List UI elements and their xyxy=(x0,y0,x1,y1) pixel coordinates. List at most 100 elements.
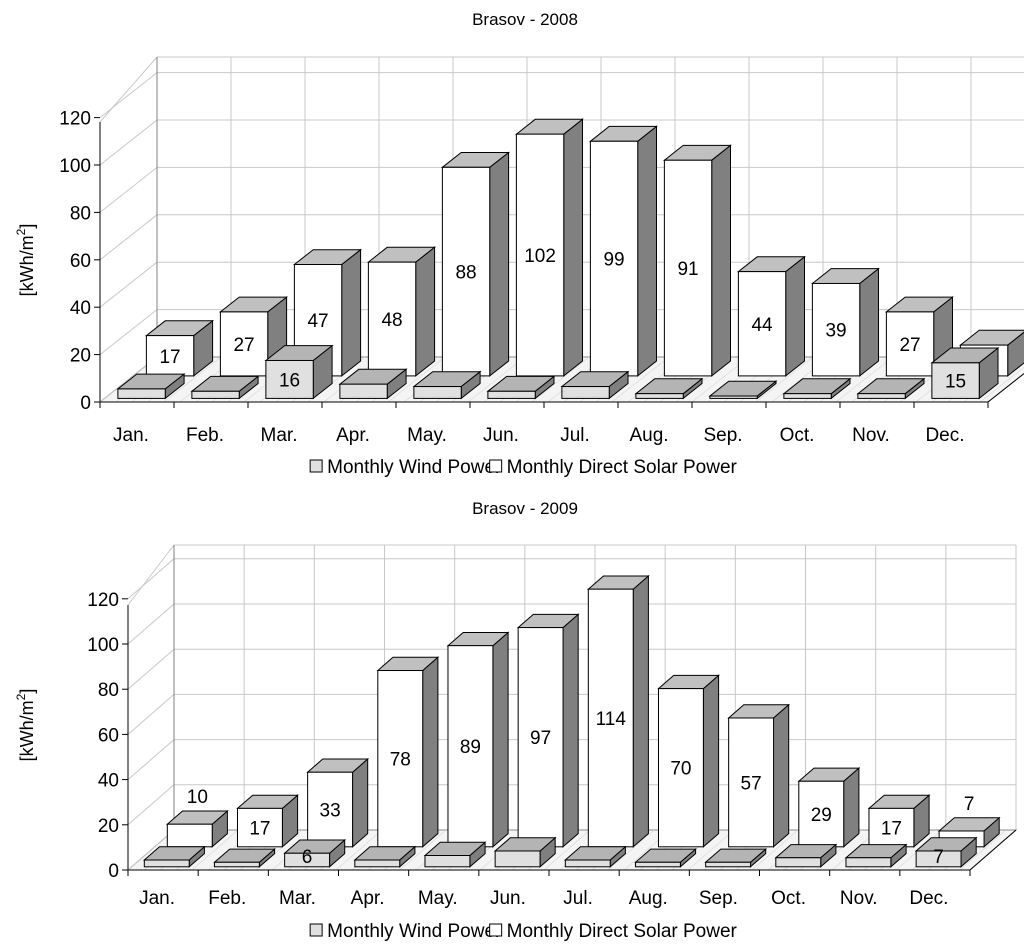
solar-bar-7-front xyxy=(663,159,713,377)
solar-bar-2-side xyxy=(352,757,369,848)
wind-bar-5-front xyxy=(494,850,541,868)
solar-bar-9-side xyxy=(859,267,879,377)
x-tick-label: Apr. xyxy=(336,425,370,446)
solar-bar-6 xyxy=(586,574,650,848)
side-gridline xyxy=(127,784,175,826)
solar-bar-0 xyxy=(165,809,229,848)
x-tick-label: Feb. xyxy=(208,888,246,909)
y-tick-label: 20 xyxy=(98,816,119,837)
floor-hatch xyxy=(191,829,239,871)
floor-hatch xyxy=(399,829,447,871)
solar-bar-3-side xyxy=(422,656,439,848)
wind-bar-9-front xyxy=(775,857,822,868)
legend: Monthly Wind Power Monthly Direct Solar … xyxy=(309,457,738,478)
wind-bar-3-front xyxy=(354,859,401,868)
solar-bar-4 xyxy=(446,631,510,848)
wind-bar-4 xyxy=(412,370,482,400)
x-tick-label: Mar. xyxy=(261,425,298,446)
wind-bar-4-front xyxy=(424,855,471,868)
wind-bar-0-front xyxy=(143,859,190,868)
wind-bar-2 xyxy=(264,344,334,400)
legend-text: Monthly Wind Power Monthly Direct Solar … xyxy=(327,921,737,942)
solar-bar-4-front xyxy=(447,645,494,848)
solar-data-label: 17 xyxy=(249,819,270,840)
wind-bar-6 xyxy=(560,370,630,400)
solar-bar-0-front xyxy=(166,823,213,848)
solar-bar-4-side xyxy=(492,631,509,848)
wind-bar-6-front xyxy=(564,859,611,868)
wall-top-edge xyxy=(127,544,175,606)
wind-bar-5-front xyxy=(487,390,536,399)
chart-title: Brasov - 2009 xyxy=(472,499,578,518)
wind-bar-11-front xyxy=(931,362,980,399)
solar-bar-3-side xyxy=(415,246,436,377)
x-tick-label: Dec. xyxy=(925,425,964,446)
side-gridline xyxy=(127,694,175,735)
floor-hatch xyxy=(755,356,814,403)
wind-bar-2 xyxy=(283,838,347,868)
solar-bar-10-front xyxy=(885,311,935,377)
floor-hatch xyxy=(543,829,591,871)
wind-bar-1 xyxy=(213,848,276,868)
legend-text: Monthly Wind Power Monthly Direct Solar … xyxy=(327,457,737,478)
solar-bar-9-front xyxy=(811,282,861,377)
solar-bar-7-side xyxy=(711,144,731,377)
x-tick-label: May. xyxy=(418,888,458,909)
y-axis-label: [kWh/m2] xyxy=(14,224,37,297)
x-tick-label: Nov. xyxy=(852,425,890,446)
floor-hatch xyxy=(687,829,735,871)
wind-bar-0-front xyxy=(117,388,166,399)
solar-bar-8 xyxy=(727,703,791,848)
solar-bar-10-front xyxy=(868,807,915,848)
solar-data-label: 57 xyxy=(741,773,762,794)
y-tick-label: 80 xyxy=(98,680,119,701)
legend-wind-label: Monthly Wind Power xyxy=(327,457,507,478)
wind-bar-9 xyxy=(782,377,852,400)
floor-right-edge xyxy=(987,372,1024,403)
solar-bar-5 xyxy=(516,613,580,848)
wind-bar-4 xyxy=(423,841,487,868)
solar-data-label: 99 xyxy=(603,250,624,271)
solar-data-label: 27 xyxy=(233,335,254,356)
wind-bar-1-front xyxy=(213,861,260,868)
x-tick-label: Jul. xyxy=(560,425,590,446)
wind-bar-7 xyxy=(634,848,697,868)
y-axis-label-main: [kWh/m xyxy=(17,700,37,761)
floor-hatch xyxy=(127,829,175,871)
floor-hatch xyxy=(467,356,526,403)
solar-bar-6-front xyxy=(589,140,639,377)
wall-top-edge xyxy=(99,56,158,123)
solar-bar-8-side xyxy=(773,703,790,848)
solar-data-label: 48 xyxy=(381,310,402,331)
wind-bar-10-front xyxy=(857,393,906,399)
solar-bar-10 xyxy=(884,296,954,377)
floor-hatch xyxy=(979,366,1024,403)
x-tick-label: Jul. xyxy=(563,888,593,909)
x-tick-label: Aug. xyxy=(629,425,668,446)
solar-bar-8-front xyxy=(737,271,787,377)
wind-bar-7 xyxy=(634,377,704,400)
solar-bar-7-side xyxy=(702,674,720,848)
x-tick-label: Aug. xyxy=(629,888,668,909)
solar-bar-1-front xyxy=(236,807,283,848)
solar-bar-0-front xyxy=(145,335,195,377)
wind-bar-11 xyxy=(930,346,1000,400)
wind-bar-8-front xyxy=(709,395,758,399)
wind-bar-10 xyxy=(856,377,926,400)
wind-bar-5 xyxy=(493,836,557,868)
x-tick-label: Oct. xyxy=(771,888,806,909)
wind-data-label: 15 xyxy=(945,372,966,393)
y-tick-label: 60 xyxy=(70,251,91,272)
solar-data-label: 33 xyxy=(320,801,341,822)
x-tick-label: May. xyxy=(407,425,447,446)
solar-bar-2-front xyxy=(307,771,354,848)
floor-hatch xyxy=(959,829,1007,871)
wind-bar-9 xyxy=(774,843,838,868)
wind-bar-8 xyxy=(704,848,768,868)
legend-wind-swatch xyxy=(309,923,323,937)
solar-bar-0 xyxy=(144,319,215,377)
solar-bar-5-front xyxy=(517,627,564,848)
solar-bar-4-side xyxy=(489,151,510,377)
floor-hatch xyxy=(335,829,383,871)
solar-bar-6-front xyxy=(587,588,634,848)
